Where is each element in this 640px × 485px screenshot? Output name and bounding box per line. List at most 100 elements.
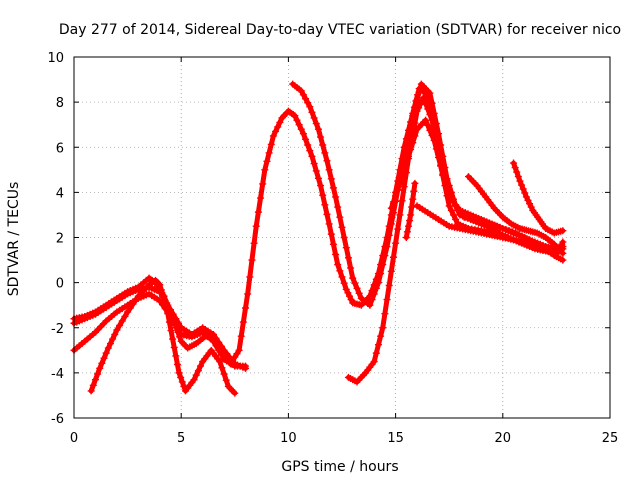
data-point xyxy=(329,184,337,192)
data-point xyxy=(447,206,455,214)
data-point xyxy=(308,152,316,160)
data-point xyxy=(265,149,273,157)
data-point xyxy=(332,193,340,201)
data-point xyxy=(342,244,350,252)
data-point xyxy=(351,279,359,287)
data-point xyxy=(402,159,410,167)
data-point xyxy=(161,297,169,305)
data-point xyxy=(222,376,230,384)
data-point xyxy=(559,249,567,257)
y-tick-label: -4 xyxy=(51,367,64,382)
data-point xyxy=(379,261,387,269)
data-point xyxy=(413,107,421,115)
data-point xyxy=(96,364,104,372)
data-point xyxy=(166,306,174,314)
series-trace-2 xyxy=(70,290,250,370)
data-point xyxy=(172,352,180,360)
data-point xyxy=(323,210,331,218)
data-point xyxy=(355,289,363,297)
data-point xyxy=(334,261,342,269)
data-point xyxy=(126,304,134,312)
data-point xyxy=(374,279,382,287)
data-point xyxy=(521,189,529,197)
data-point xyxy=(407,146,415,154)
data-point xyxy=(513,168,521,176)
data-point xyxy=(428,99,436,107)
data-point xyxy=(406,217,414,225)
data-point xyxy=(381,252,389,260)
data-point xyxy=(428,131,436,139)
data-point xyxy=(422,116,430,124)
data-point xyxy=(516,177,524,185)
data-point xyxy=(267,140,275,148)
x-tick-label: 5 xyxy=(177,431,185,446)
data-point xyxy=(383,296,391,304)
data-point xyxy=(434,153,442,161)
data-point xyxy=(212,334,220,342)
data-point xyxy=(104,344,112,352)
plot-frame xyxy=(73,56,611,419)
data-point xyxy=(510,159,518,167)
data-point xyxy=(218,364,226,372)
y-tick-label: 8 xyxy=(56,96,64,111)
data-point xyxy=(319,191,327,199)
data-point xyxy=(387,267,395,275)
x-axis-label: GPS time / hours xyxy=(281,459,398,475)
data-point xyxy=(398,197,406,205)
data-point xyxy=(344,254,352,262)
data-point xyxy=(424,105,432,113)
data-point xyxy=(389,198,397,206)
data-point xyxy=(419,94,427,102)
data-point xyxy=(353,284,361,292)
data-point xyxy=(102,349,110,357)
data-point xyxy=(336,267,344,275)
data-point xyxy=(178,378,186,386)
data-point xyxy=(340,234,348,241)
data-point xyxy=(519,185,527,193)
data-point xyxy=(306,103,314,111)
data-point xyxy=(559,256,567,264)
data-point xyxy=(217,342,225,350)
data-point xyxy=(368,296,376,304)
data-point xyxy=(252,222,260,230)
data-point xyxy=(416,100,424,108)
y-tick-label: 6 xyxy=(56,141,64,156)
data-point xyxy=(261,166,269,174)
data-point xyxy=(250,239,258,247)
data-point xyxy=(304,141,312,149)
data-point xyxy=(323,157,331,165)
x-tick-label: 20 xyxy=(495,431,512,446)
data-point xyxy=(291,112,299,120)
data-point xyxy=(276,118,284,126)
x-tick-label: 0 xyxy=(70,431,78,446)
data-layer xyxy=(70,80,567,397)
data-point xyxy=(124,308,132,316)
data-point xyxy=(314,125,322,133)
data-point xyxy=(100,354,108,362)
data-point xyxy=(398,173,406,181)
data-point xyxy=(177,373,185,381)
data-point xyxy=(312,120,320,128)
data-point xyxy=(404,152,412,160)
data-point xyxy=(366,301,374,309)
x-tick-label: 10 xyxy=(280,431,297,446)
data-point xyxy=(387,204,395,212)
data-point xyxy=(422,99,430,107)
data-point xyxy=(325,166,333,174)
data-point xyxy=(524,196,532,204)
data-point xyxy=(293,116,301,124)
data-point xyxy=(379,324,387,332)
data-point xyxy=(383,243,391,251)
data-point xyxy=(514,173,522,181)
data-point xyxy=(452,215,460,223)
data-point xyxy=(411,179,419,187)
data-point xyxy=(89,381,97,389)
data-point xyxy=(87,387,95,395)
data-point xyxy=(156,288,164,296)
data-point xyxy=(192,371,200,379)
data-point xyxy=(156,281,164,289)
data-point xyxy=(297,125,305,133)
data-point xyxy=(209,331,217,339)
data-point xyxy=(344,289,352,297)
data-point xyxy=(217,351,225,359)
